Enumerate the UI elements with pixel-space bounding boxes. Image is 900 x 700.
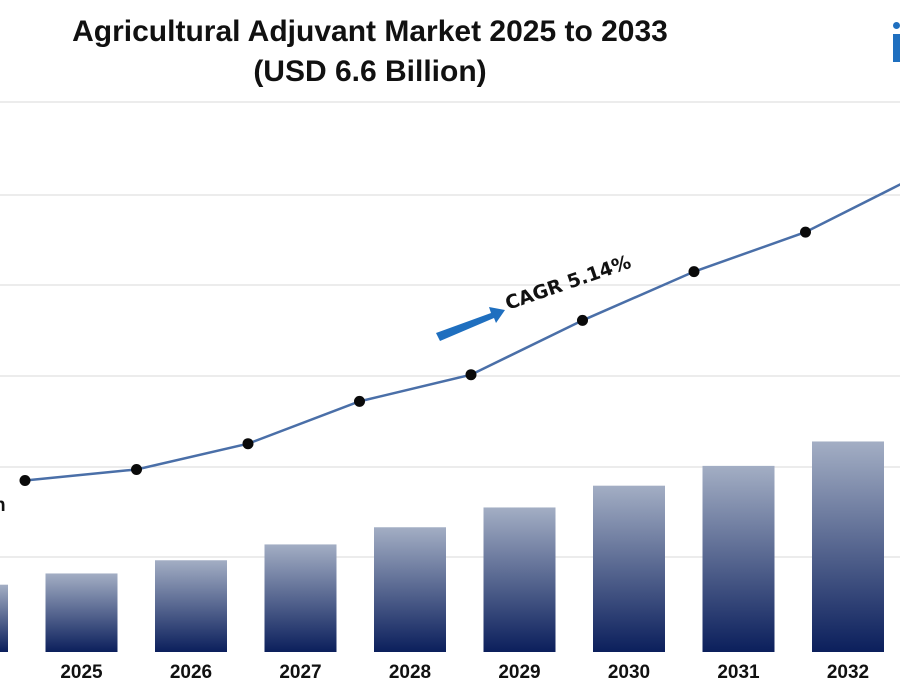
brand-logo-icon	[893, 22, 900, 72]
trend-marker-2030	[688, 266, 700, 278]
bar-2025	[45, 573, 118, 652]
trend-marker-2026	[242, 438, 254, 450]
trend-polyline	[24, 183, 900, 482]
x-tick-labels: 2025 2026 2027 2028 2029 2030 2031 2032 n	[0, 495, 869, 683]
tick-label-2025: 2025	[60, 662, 103, 683]
trend-marker-2025	[131, 463, 142, 475]
bars	[0, 441, 884, 652]
cagr-annotation: CAGR 5.14%	[436, 251, 634, 341]
trend-marker-2027	[354, 395, 365, 407]
tick-label-2027: 2027	[279, 662, 321, 683]
bar-2032	[812, 441, 884, 652]
trend-marker-2024	[19, 475, 31, 486]
title-line-1: Agricultural Adjuvant Market 2025 to 203…	[72, 15, 668, 48]
tick-label-2031: 2031	[717, 662, 760, 683]
partial-left-label: n	[0, 495, 6, 516]
cagr-label: CAGR 5.14%	[502, 251, 633, 315]
bar-2026	[155, 560, 227, 652]
bar-2030	[593, 485, 665, 652]
tick-label-2032: 2032	[827, 662, 869, 683]
title-line-2: (USD 6.6 Billion)	[253, 55, 487, 88]
tick-label-2029: 2029	[498, 662, 540, 683]
bar-2024	[0, 584, 8, 652]
tick-label-2030: 2030	[608, 662, 650, 683]
bar-2027	[264, 544, 337, 652]
bar-2028	[374, 527, 446, 652]
trend-marker-2028	[465, 369, 477, 381]
trend-marker-2031	[800, 226, 811, 238]
cagr-arrow-icon	[436, 307, 505, 341]
chart-title: Agricultural Adjuvant Market 2025 to 203…	[0, 12, 740, 92]
trend-marker-2029	[577, 314, 588, 326]
tick-label-2028: 2028	[389, 662, 431, 683]
tick-label-2026: 2026	[170, 662, 212, 683]
trend-line	[19, 183, 900, 486]
bar-2031	[702, 465, 775, 652]
bar-2029	[483, 507, 556, 652]
